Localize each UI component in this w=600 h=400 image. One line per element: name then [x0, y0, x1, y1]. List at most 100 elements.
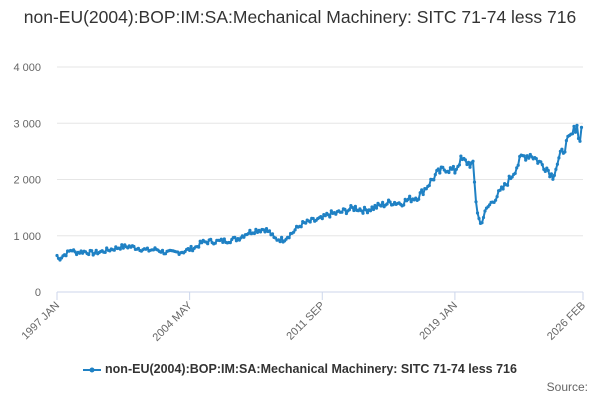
data-point — [525, 154, 529, 158]
data-point — [488, 203, 492, 207]
data-point — [564, 139, 569, 143]
data-point — [93, 251, 97, 255]
x-tick-label: 2004 MAY — [151, 299, 196, 344]
x-tick-label: 2011 SEP — [284, 300, 327, 343]
data-point — [364, 208, 368, 212]
data-point — [347, 208, 351, 212]
data-point — [474, 200, 478, 204]
data-point — [320, 217, 324, 221]
data-point — [206, 242, 210, 246]
data-point — [539, 160, 543, 164]
data-point — [328, 215, 332, 219]
data-point — [145, 246, 149, 250]
data-point — [299, 225, 303, 229]
data-point — [555, 162, 560, 166]
data-point — [278, 240, 282, 244]
data-point — [343, 207, 347, 211]
data-point — [87, 252, 91, 257]
data-point — [365, 211, 370, 215]
data-point — [527, 156, 531, 160]
data-point — [209, 237, 213, 241]
x-tick-label: 2026 FEB — [545, 300, 588, 343]
data-point — [471, 159, 475, 163]
data-point — [454, 167, 458, 171]
data-point — [264, 227, 269, 231]
data-point — [475, 211, 480, 215]
chart-title: non-EU(2004):BOP:IM:SA:Mechanical Machin… — [23, 7, 577, 27]
data-point — [477, 216, 481, 221]
legend-line-icon — [83, 367, 102, 373]
data-point — [557, 156, 561, 160]
x-tick-label: 2019 JAN — [417, 300, 460, 343]
data-point — [213, 241, 217, 245]
data-point — [515, 166, 519, 170]
data-point — [578, 139, 582, 143]
data-point — [438, 171, 442, 175]
data-point — [191, 249, 195, 253]
data-point — [163, 252, 168, 256]
data-point — [560, 147, 564, 151]
data-point — [221, 240, 225, 244]
data-point — [385, 202, 389, 206]
data-point — [292, 230, 296, 234]
data-point — [293, 228, 297, 232]
data-point — [545, 166, 549, 170]
data-point — [340, 210, 344, 214]
data-point — [121, 246, 125, 250]
data-point — [361, 211, 365, 215]
data-point — [350, 205, 354, 210]
data-point — [495, 195, 499, 199]
data-point — [329, 209, 333, 213]
data-point — [506, 183, 510, 187]
data-point — [549, 172, 554, 176]
data-point — [160, 248, 165, 252]
data-point — [433, 173, 437, 177]
data-point — [263, 230, 267, 234]
data-point — [414, 196, 418, 200]
data-point — [90, 249, 94, 253]
data-point — [427, 183, 431, 188]
series-line — [56, 124, 583, 261]
data-point — [480, 221, 484, 225]
data-point — [270, 232, 275, 236]
data-point — [540, 163, 544, 167]
data-point — [304, 221, 308, 225]
data-point — [575, 123, 579, 127]
data-point — [466, 160, 471, 164]
data-point — [451, 164, 455, 169]
data-point — [432, 178, 436, 182]
data-point — [374, 206, 379, 210]
data-point — [388, 200, 392, 204]
data-point — [323, 214, 327, 218]
data-point — [579, 125, 584, 129]
data-point — [424, 187, 428, 191]
data-point — [248, 228, 252, 232]
data-point — [287, 236, 291, 240]
data-point — [459, 154, 463, 158]
data-point — [402, 203, 406, 207]
y-tick-label: 0 — [35, 287, 41, 299]
data-point — [79, 249, 83, 253]
data-point — [408, 194, 412, 198]
data-point — [219, 237, 223, 241]
data-point — [246, 232, 250, 236]
data-point — [494, 198, 498, 202]
y-tick-label: 4 000 — [13, 62, 41, 74]
data-point — [242, 235, 246, 239]
data-point — [551, 177, 555, 181]
data-point — [371, 207, 376, 212]
data-point — [267, 229, 272, 233]
x-tick-label: 1997 JAN — [19, 300, 62, 343]
data-point — [311, 216, 315, 221]
data-point — [308, 220, 312, 224]
data-point — [522, 154, 526, 158]
legend[interactable]: non-EU(2004):BOP:IM:SA:Mechanical Machin… — [0, 362, 600, 376]
data-point — [103, 250, 107, 254]
data-point — [447, 170, 451, 175]
data-point — [334, 212, 338, 216]
data-point — [188, 248, 192, 252]
gridlines — [57, 66, 583, 237]
data-point — [379, 204, 383, 208]
data-point — [421, 192, 425, 197]
data-point — [528, 152, 532, 157]
